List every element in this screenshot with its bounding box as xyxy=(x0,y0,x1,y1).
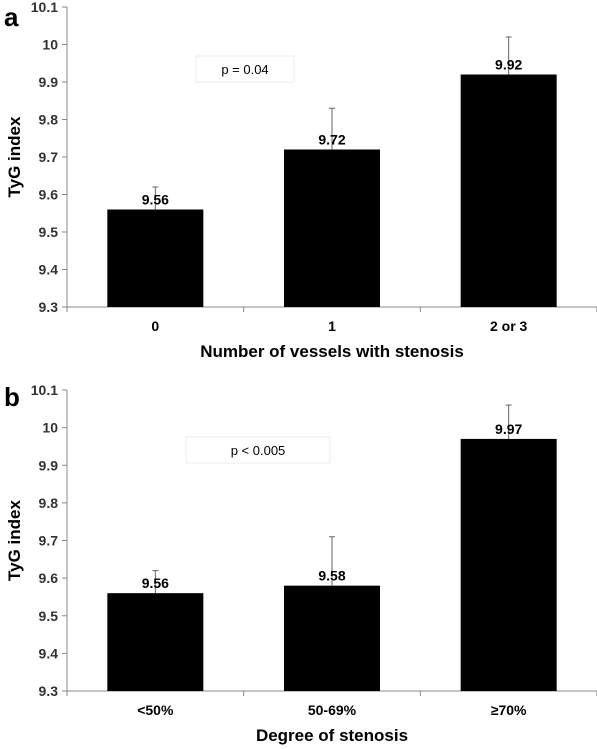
bar xyxy=(284,149,380,307)
x-axis-label: Number of vessels with stenosis xyxy=(200,342,464,361)
y-tick-label: 9.8 xyxy=(39,495,59,511)
y-tick-label: 9.7 xyxy=(39,149,59,165)
panel-label-b: b xyxy=(4,382,20,412)
y-tick-label: 9.9 xyxy=(39,74,59,90)
bar xyxy=(460,74,557,307)
y-tick-label: 9.4 xyxy=(39,645,59,661)
y-axis-label: TyG index xyxy=(5,116,24,197)
y-tick-label: 9.7 xyxy=(39,533,59,549)
y-tick-label: 9.6 xyxy=(39,187,59,203)
data-label: 9.56 xyxy=(142,575,169,591)
bar xyxy=(460,438,557,691)
x-tick-label: 0 xyxy=(151,318,159,334)
chart-panel-b: b 9.3 9.4 9.5 9.6 9.7 9.8 9.9 10 10.1 p < 0.005 9.… xyxy=(0,375,597,749)
x-tick-label: 50-69% xyxy=(308,702,357,718)
y-tick-label: 10.1 xyxy=(31,0,58,15)
y-tick-label: 9.6 xyxy=(39,570,59,586)
bar xyxy=(284,585,380,691)
chart-panel-a: a 9.3 9.4 9.5 9.6 9.7 9.8 9.9 10 10.1 p = 0.04 9.5… xyxy=(0,0,597,370)
data-label: 9.56 xyxy=(142,192,169,208)
annotation-box xyxy=(195,55,295,83)
data-label: 9.92 xyxy=(495,57,522,73)
bar xyxy=(107,209,204,307)
x-tick-label: 2 or 3 xyxy=(490,318,528,334)
y-tick-label: 9.3 xyxy=(39,683,59,699)
y-tick-label: 9.5 xyxy=(39,608,59,624)
x-tick-label: 1 xyxy=(328,318,336,334)
p-value-annotation: p < 0.005 xyxy=(231,443,286,458)
x-tick-label: ≥70% xyxy=(491,702,527,718)
y-tick-label: 9.4 xyxy=(39,262,59,278)
bar-chart-a: 9.3 9.4 9.5 9.6 9.7 9.8 9.9 10 10.1 p = 0.04 9.56 0… xyxy=(5,0,597,361)
p-value-annotation: p = 0.04 xyxy=(221,62,268,77)
y-tick-label: 9.3 xyxy=(39,299,59,315)
y-tick-label: 9.9 xyxy=(39,457,59,473)
y-tick-label: 10 xyxy=(42,420,58,436)
y-tick-label: 9.8 xyxy=(39,112,59,128)
data-label: 9.97 xyxy=(495,421,522,437)
bar-chart-b: 9.3 9.4 9.5 9.6 9.7 9.8 9.9 10 10.1 p < 0.005 9.56… xyxy=(5,382,597,745)
y-tick-label: 10.1 xyxy=(31,382,58,398)
y-tick-label: 9.5 xyxy=(39,224,59,240)
panel-label-a: a xyxy=(4,2,19,32)
data-label: 9.58 xyxy=(318,568,345,584)
x-axis-label: Degree of stenosis xyxy=(256,726,408,745)
x-tick-label: <50% xyxy=(137,702,174,718)
annotation-box xyxy=(185,436,331,464)
data-label: 9.72 xyxy=(318,132,345,148)
y-axis-label: TyG index xyxy=(5,499,24,580)
bar xyxy=(107,593,204,691)
y-tick-label: 10 xyxy=(42,37,58,53)
